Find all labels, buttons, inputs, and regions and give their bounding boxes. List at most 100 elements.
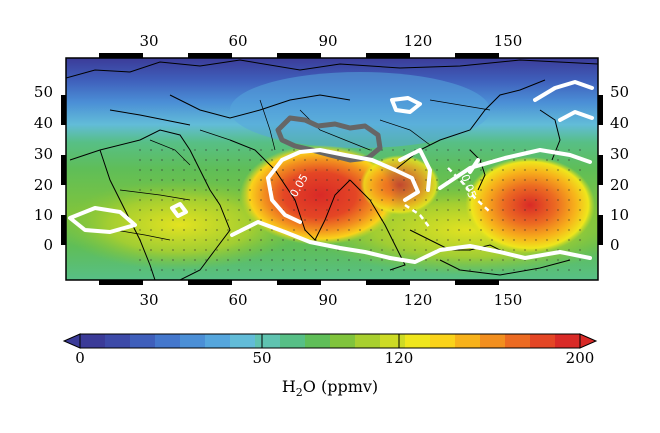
stipple-dot — [304, 269, 306, 271]
stipple-dot — [480, 219, 482, 221]
stipple-dot — [458, 189, 460, 191]
stipple-dot — [392, 249, 394, 251]
stipple-dot — [392, 219, 394, 221]
stipple-dot — [447, 269, 449, 271]
lat-tick-left-30: 30 — [34, 145, 53, 163]
stipple-dot — [359, 209, 361, 211]
stipple-dot — [447, 259, 449, 261]
stipple-dot — [359, 179, 361, 181]
stipple-dot — [359, 169, 361, 171]
stipple-dot — [392, 199, 394, 201]
stipple-dot — [216, 209, 218, 211]
stipple-dot — [205, 159, 207, 161]
stipple-dot — [172, 229, 174, 231]
stippling — [139, 149, 581, 271]
stipple-dot — [260, 199, 262, 201]
stipple-dot — [161, 199, 163, 201]
stipple-dot — [293, 209, 295, 211]
dry-plateau-region — [230, 72, 490, 148]
stipple-dot — [381, 269, 383, 271]
stipple-dot — [238, 219, 240, 221]
stipple-dot — [260, 179, 262, 181]
stipple-dot — [557, 209, 559, 211]
stipple-dot — [227, 219, 229, 221]
stipple-dot — [271, 219, 273, 221]
stipple-dot — [579, 179, 581, 181]
stipple-dot — [315, 219, 317, 221]
stipple-dot — [183, 199, 185, 201]
stipple-dot — [337, 189, 339, 191]
stipple-dot — [480, 169, 482, 171]
stipple-dot — [524, 229, 526, 231]
stipple-dot — [271, 209, 273, 211]
stipple-dot — [172, 179, 174, 181]
stipple-dot — [260, 169, 262, 171]
stipple-dot — [249, 179, 251, 181]
stipple-dot — [260, 269, 262, 271]
stipple-dot — [513, 259, 515, 261]
colorbar-tick-50: 50 — [252, 349, 271, 367]
stipple-dot — [293, 149, 295, 151]
stipple-dot — [513, 209, 515, 211]
stipple-dot — [205, 209, 207, 211]
stipple-dot — [216, 269, 218, 271]
stipple-dot — [150, 259, 152, 261]
stipple-dot — [359, 199, 361, 201]
stipple-dot — [282, 239, 284, 241]
stipple-dot — [359, 219, 361, 221]
stipple-dot — [535, 179, 537, 181]
stipple-dot — [414, 219, 416, 221]
stipple-dot — [469, 209, 471, 211]
stipple-dot — [205, 259, 207, 261]
stipple-dot — [205, 169, 207, 171]
stipple-dot — [315, 189, 317, 191]
stipple-dot — [469, 219, 471, 221]
stipple-dot — [216, 149, 218, 151]
colorbar-segment — [505, 334, 531, 348]
stipple-dot — [469, 259, 471, 261]
stipple-dot — [370, 179, 372, 181]
lat-tick-left-20: 20 — [34, 176, 53, 194]
stipple-dot — [579, 199, 581, 201]
stipple-dot — [480, 189, 482, 191]
stipple-dot — [480, 269, 482, 271]
lon-tick-bottom-90: 90 — [318, 291, 337, 309]
stipple-dot — [249, 219, 251, 221]
stipple-dot — [271, 179, 273, 181]
stipple-dot — [315, 169, 317, 171]
stipple-dot — [546, 189, 548, 191]
stipple-dot — [326, 249, 328, 251]
stipple-dot — [414, 239, 416, 241]
stipple-dot — [271, 239, 273, 241]
stipple-dot — [524, 149, 526, 151]
stipple-dot — [282, 199, 284, 201]
stipple-dot — [271, 269, 273, 271]
stipple-dot — [194, 269, 196, 271]
stipple-dot — [337, 259, 339, 261]
stipple-dot — [436, 189, 438, 191]
stipple-dot — [304, 199, 306, 201]
stipple-dot — [568, 189, 570, 191]
stipple-dot — [315, 179, 317, 181]
bottom-longitude-labels: 30 60 90 120 150 — [139, 291, 522, 309]
stipple-dot — [216, 249, 218, 251]
stipple-dot — [568, 219, 570, 221]
lat-tick-left-10: 10 — [34, 206, 53, 224]
lat-tick-right-10: 10 — [610, 206, 629, 224]
colorbar — [62, 333, 598, 349]
lat-tick-right-50: 50 — [610, 83, 629, 101]
lat-tick-right-20: 20 — [610, 176, 629, 194]
stipple-dot — [161, 249, 163, 251]
stipple-dot — [282, 259, 284, 261]
colorbar-segment — [405, 334, 431, 348]
colorbar-tick-0: 0 — [75, 349, 85, 367]
stipple-dot — [447, 239, 449, 241]
stipple-dot — [436, 179, 438, 181]
stipple-dot — [337, 149, 339, 151]
stipple-dot — [172, 259, 174, 261]
stipple-dot — [513, 219, 515, 221]
stipple-dot — [172, 249, 174, 251]
stipple-dot — [227, 159, 229, 161]
lat-tick-left-0: 0 — [43, 236, 53, 254]
stipple-dot — [139, 209, 141, 211]
